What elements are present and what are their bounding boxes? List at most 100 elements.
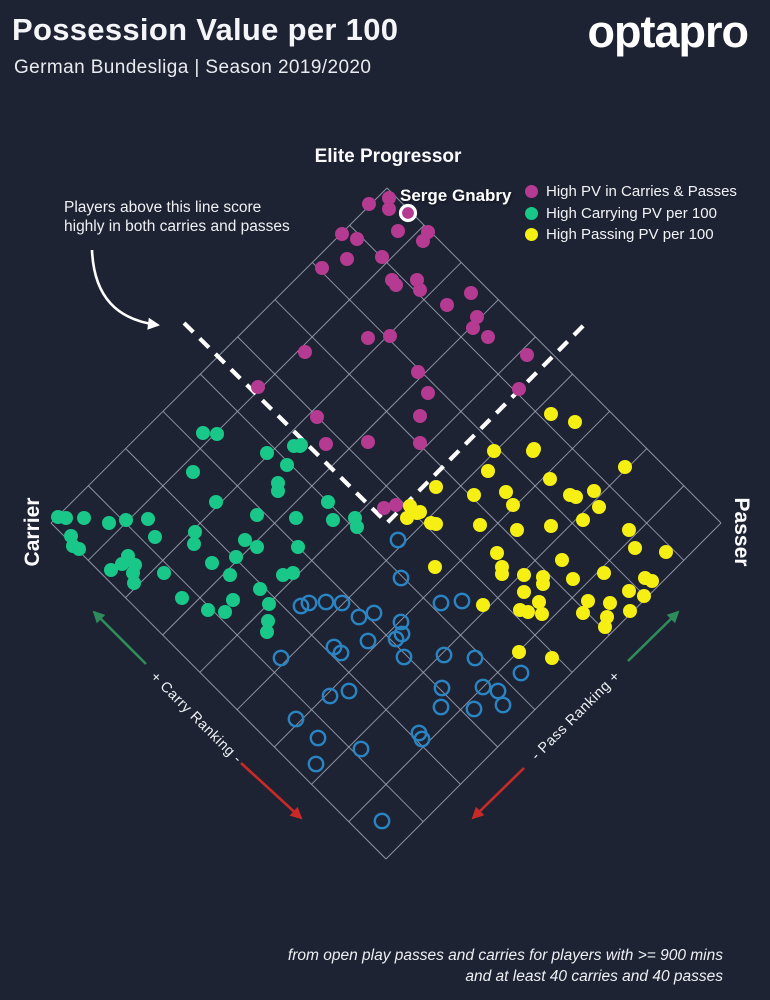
data-point: [576, 513, 590, 527]
data-point: [382, 202, 396, 216]
data-point: [253, 582, 267, 596]
data-point: [377, 501, 391, 515]
data-point: [481, 464, 495, 478]
grid-line: [125, 262, 462, 599]
grid-line: [273, 410, 611, 748]
legend-item: High Carrying PV per 100: [525, 203, 737, 225]
data-point: [251, 380, 265, 394]
legend-dot-icon: [525, 228, 538, 242]
data-point: [326, 513, 340, 527]
data-point: [300, 594, 318, 612]
data-point: [287, 710, 305, 728]
optapro-logo: optapro: [587, 6, 749, 57]
data-point: [517, 585, 531, 599]
data-point: [175, 591, 189, 605]
data-point: [72, 542, 86, 556]
data-point: [512, 645, 526, 659]
data-point: [592, 500, 606, 514]
data-point: [115, 557, 129, 571]
data-point: [413, 730, 431, 748]
data-point: [141, 512, 155, 526]
data-point: [392, 613, 410, 631]
data-point: [587, 484, 601, 498]
data-point: [365, 604, 383, 622]
data-point: [250, 540, 264, 554]
data-point: [544, 519, 558, 533]
data-point: [119, 513, 133, 527]
grid-line: [199, 373, 536, 711]
data-point: [494, 696, 512, 714]
data-point: [490, 546, 504, 560]
data-point: [618, 460, 632, 474]
data-point: [389, 531, 407, 549]
data-point: [205, 556, 219, 570]
data-point: [309, 729, 327, 747]
data-point: [319, 437, 333, 451]
data-point: [512, 382, 526, 396]
data-point: [555, 553, 569, 567]
data-point: [637, 589, 651, 603]
page-title: Possession Value per 100: [12, 12, 399, 47]
data-point: [433, 679, 451, 697]
data-point: [127, 576, 141, 590]
data-point: [603, 596, 617, 610]
data-point: [307, 755, 325, 773]
data-point: [464, 286, 478, 300]
data-point: [157, 566, 171, 580]
data-point: [352, 740, 370, 758]
data-point: [382, 191, 396, 205]
data-point: [272, 649, 290, 667]
axis-arrow: [92, 610, 147, 665]
data-point: [536, 577, 550, 591]
data-point: [298, 345, 312, 359]
data-point: [517, 568, 531, 582]
elite-progressor-label: Elite Progressor: [314, 146, 462, 167]
legend-dot-icon: [525, 206, 538, 220]
data-point: [321, 495, 335, 509]
data-point: [260, 446, 274, 460]
data-point: [340, 682, 358, 700]
data-point: [261, 614, 275, 628]
data-point: [286, 566, 300, 580]
data-point: [317, 593, 335, 611]
data-point: [262, 597, 276, 611]
data-point: [350, 520, 364, 534]
data-point: [628, 541, 642, 555]
data-point: [373, 812, 391, 830]
data-point: [432, 698, 450, 716]
data-point: [622, 523, 636, 537]
grid-line: [311, 448, 648, 785]
callout-text-line1: Players above this line score: [64, 199, 262, 216]
data-point: [510, 523, 524, 537]
legend-item: High Passing PV per 100: [525, 224, 737, 246]
passer-axis-label: Passer: [730, 497, 753, 567]
data-point: [545, 651, 559, 665]
legend-label: High PV in Carries & Passes: [546, 183, 737, 200]
data-point: [476, 598, 490, 612]
data-point: [209, 495, 223, 509]
data-point: [489, 682, 507, 700]
data-point: [289, 511, 303, 525]
data-point: [413, 409, 427, 423]
data-point: [465, 700, 483, 718]
data-point: [421, 386, 435, 400]
carrier-axis-label: Carrier: [21, 497, 44, 567]
data-point: [413, 436, 427, 450]
data-point: [271, 484, 285, 498]
footnote: from open play passes and carries for pl…: [288, 945, 723, 987]
data-point: [383, 329, 397, 343]
data-point: [77, 511, 91, 525]
data-point: [350, 608, 368, 626]
data-point: [280, 458, 294, 472]
data-point: [260, 625, 274, 639]
data-point: [291, 540, 305, 554]
data-point: [544, 407, 558, 421]
data-point: [512, 664, 530, 682]
callout-text: Players above this line score highly in …: [64, 198, 290, 236]
axis-arrow: [627, 610, 680, 662]
data-point: [340, 252, 354, 266]
data-point: [238, 533, 252, 547]
highlight-ring: [398, 203, 418, 223]
data-point: [535, 607, 549, 621]
axis-arrow: [471, 767, 525, 820]
